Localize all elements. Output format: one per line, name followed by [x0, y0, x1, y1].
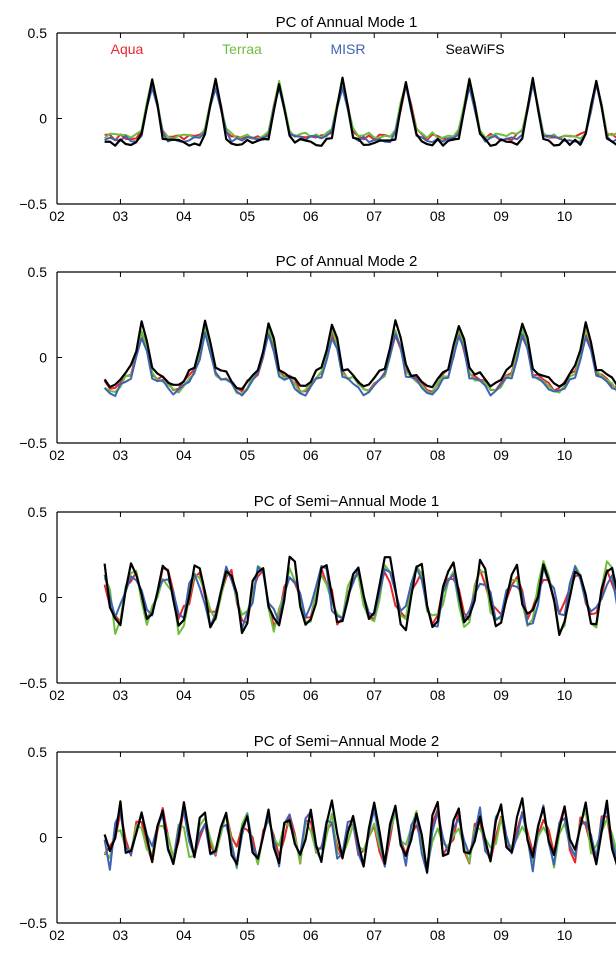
x-tick-label: 08	[430, 687, 446, 703]
x-tick-label: 06	[303, 447, 319, 463]
x-tick-label: 10	[557, 687, 573, 703]
y-tick-label: 0	[39, 830, 47, 846]
chart-panel-3: PC of Semi−Annual Mode 1 −0.5 0 0.5 02 03 04 05…	[19, 493, 616, 703]
x-tick-label: 04	[176, 687, 192, 703]
legend-entry-terraa: Terraa	[222, 41, 262, 57]
series-line-misr	[103, 331, 616, 397]
x-tick-label: 04	[176, 208, 192, 224]
x-tick-label: 02	[49, 208, 65, 224]
x-tick-label: 08	[430, 927, 446, 943]
x-tick-label: 03	[113, 687, 129, 703]
x-tick-label: 10	[557, 208, 573, 224]
y-tick-label: 0	[39, 350, 47, 366]
y-tick-label: −0.5	[19, 196, 47, 212]
x-tick-label: 10	[557, 447, 573, 463]
chart-panel-4: PC of Semi−Annual Mode 2 −0.5 0 0.5 02 03 04 05…	[19, 733, 616, 943]
x-tick-label: 02	[49, 927, 65, 943]
chart-panel-1: PC of Annual Mode 1 −0.5 0 0.5 02 03 04 05 06 07 0…	[19, 14, 616, 224]
x-tick-label: 08	[430, 447, 446, 463]
x-tick-label: 09	[493, 927, 509, 943]
x-tick-label: 08	[430, 208, 446, 224]
series-line-seawifs	[103, 319, 616, 391]
x-tick-label: 05	[240, 687, 256, 703]
chart-title: PC of Semi−Annual Mode 1	[254, 493, 440, 510]
x-tick-label: 09	[493, 687, 509, 703]
y-tick-label: 0.5	[28, 264, 48, 280]
y-tick-label: 0	[39, 111, 47, 127]
x-tick-label: 07	[366, 687, 382, 703]
x-tick-label: 06	[303, 687, 319, 703]
x-tick-label: 10	[557, 927, 573, 943]
y-tick-label: −0.5	[19, 915, 47, 931]
y-tick-label: −0.5	[19, 435, 47, 451]
series-group	[103, 76, 616, 147]
x-tick-label: 03	[113, 927, 129, 943]
series-line-terraa	[103, 77, 616, 140]
series-group	[103, 319, 616, 397]
x-tick-label: 09	[493, 208, 509, 224]
x-tick-label: 07	[366, 208, 382, 224]
x-tick-label: 05	[240, 927, 256, 943]
x-tick-label: 07	[366, 447, 382, 463]
x-tick-label: 03	[113, 208, 129, 224]
series-line-seawifs	[103, 797, 616, 874]
x-tick-label: 02	[49, 687, 65, 703]
x-tick-label: 05	[240, 208, 256, 224]
x-tick-label: 04	[176, 927, 192, 943]
y-tick-label: −0.5	[19, 675, 47, 691]
legend-entry-aqua: Aqua	[111, 41, 144, 57]
x-tick-label: 03	[113, 447, 129, 463]
y-tick-label: 0	[39, 590, 47, 606]
chart-panel-2: PC of Annual Mode 2 −0.5 0 0.5 02 03 04 05 06 07 0…	[19, 253, 616, 463]
y-tick-label: 0.5	[28, 504, 48, 520]
chart-title: PC of Semi−Annual Mode 2	[254, 733, 440, 750]
chart-title: PC of Annual Mode 1	[276, 14, 418, 31]
x-tick-label: 09	[493, 447, 509, 463]
legend-entry-seawifs: SeaWiFS	[445, 41, 504, 57]
series-line-seawifs	[104, 76, 616, 147]
y-tick-label: 0.5	[28, 744, 48, 760]
x-tick-label: 02	[49, 447, 65, 463]
series-line-seawifs	[103, 555, 616, 636]
y-tick-label: 0.5	[28, 25, 48, 41]
series-group	[103, 797, 616, 875]
chart-title: PC of Annual Mode 2	[276, 253, 418, 270]
x-tick-label: 04	[176, 447, 192, 463]
series-group	[103, 555, 616, 636]
x-tick-label: 07	[366, 927, 382, 943]
x-tick-label: 06	[303, 208, 319, 224]
legend-entry-misr: MISR	[331, 41, 366, 57]
x-tick-label: 05	[240, 447, 256, 463]
x-tick-label: 06	[303, 927, 319, 943]
